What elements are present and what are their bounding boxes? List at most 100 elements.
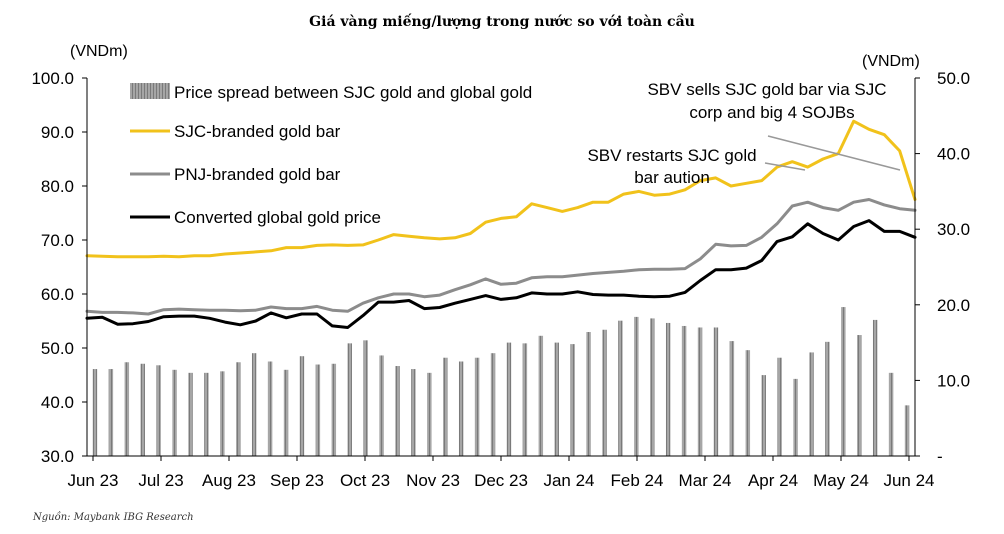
x-tick-label: May 24	[813, 471, 869, 490]
spread-bar	[554, 342, 559, 456]
spread-bar	[713, 327, 719, 456]
x-tick-label: Sep 23	[270, 471, 324, 490]
right-tick-label: 20.0	[937, 296, 970, 315]
spread-bar	[618, 320, 623, 456]
spread-bar	[427, 372, 432, 456]
spread-bar	[124, 362, 130, 456]
spread-bars	[92, 307, 910, 456]
annotation-sbv-sells-line2: corp and big 4 SOJBs	[689, 103, 854, 122]
right-axis-ticks: 50.0 40.0 30.0 20.0 10.0 -	[915, 69, 970, 466]
spread-bar	[697, 327, 703, 456]
annotation-arrow-sbv-restarts	[764, 162, 806, 171]
spread-bar	[761, 375, 766, 456]
spread-bar	[172, 369, 177, 456]
spread-bar	[857, 335, 862, 456]
chart-title: Giá vàng miếng/lượng trong nước so với t…	[309, 12, 695, 30]
spread-bar	[220, 371, 225, 456]
spread-bar	[267, 361, 273, 456]
spread-bar	[236, 362, 241, 456]
spread-bar	[474, 357, 480, 456]
spread-bar	[809, 352, 814, 456]
spread-bar	[634, 316, 639, 456]
spread-bar	[745, 350, 751, 456]
spread-bar	[665, 322, 671, 456]
spread-bar	[904, 405, 910, 456]
spread-bar	[888, 372, 894, 456]
legend-swatch-spread	[130, 83, 170, 99]
legend: Price spread between SJC gold and global…	[130, 83, 532, 227]
series-line-global	[85, 219, 917, 329]
legend-label-global: Converted global gold price	[174, 208, 381, 227]
right-tick-label: 50.0	[937, 69, 970, 88]
x-axis-ticks: Jun 23 Jul 23 Aug 23 Sep 23 Oct 23 Nov 23 Dec …	[67, 456, 935, 490]
legend-label-pnj: PNJ-branded gold bar	[174, 165, 341, 184]
spread-bar	[395, 366, 400, 456]
x-tick-label: Feb 24	[611, 471, 664, 490]
left-tick-label: 50.0	[41, 339, 74, 358]
spread-bar	[650, 318, 655, 456]
x-tick-label: Jun 23	[67, 471, 118, 490]
right-tick-label: -	[937, 447, 943, 466]
spread-bar	[586, 332, 591, 456]
series-line-pnj	[85, 198, 917, 316]
spread-bar	[315, 364, 321, 456]
spread-bar	[825, 341, 830, 456]
right-tick-label: 10.0	[937, 371, 970, 390]
right-axis-unit: (VNDm)	[862, 53, 920, 70]
x-tick-label: Aug 23	[202, 471, 256, 490]
left-tick-label: 80.0	[41, 177, 74, 196]
spread-bar	[331, 363, 337, 456]
spread-bar	[570, 344, 575, 456]
spread-bar	[108, 369, 114, 456]
spread-bar	[411, 369, 416, 456]
x-tick-label: Dec 23	[474, 471, 528, 490]
spread-bar	[538, 335, 544, 456]
spread-bar	[841, 307, 846, 456]
spread-bar	[458, 361, 464, 456]
x-tick-label: Jan 24	[543, 471, 594, 490]
right-tick-label: 30.0	[937, 220, 970, 239]
annotation-sbv-restarts-line2: bar aution	[634, 168, 710, 187]
x-tick-label: Mar 24	[679, 471, 732, 490]
spread-bar	[490, 353, 496, 456]
spread-bar	[140, 363, 145, 456]
spread-bar	[251, 353, 257, 456]
spread-bar	[729, 341, 735, 456]
source-note: Nguồn: Maybank IBG Research	[32, 512, 194, 523]
left-tick-label: 100.0	[31, 69, 74, 88]
spread-bar	[506, 342, 512, 456]
spread-bar	[443, 357, 448, 456]
x-tick-label: Oct 23	[340, 471, 390, 490]
spread-bar	[188, 372, 193, 456]
left-tick-label: 90.0	[41, 123, 74, 142]
spread-bar	[379, 355, 384, 456]
left-axis-unit: (VNDm)	[70, 43, 128, 60]
left-tick-label: 40.0	[41, 393, 74, 412]
spread-bar	[204, 372, 209, 456]
annotation-arrow-sbv-sells	[767, 135, 901, 171]
spread-bar	[793, 378, 798, 456]
spread-bar	[156, 365, 161, 456]
spread-bar	[283, 369, 289, 456]
spread-bar	[681, 325, 687, 456]
left-tick-label: 60.0	[41, 285, 74, 304]
x-tick-label: Nov 23	[406, 471, 460, 490]
spread-bar	[522, 343, 528, 456]
series-line-sjc	[85, 119, 917, 259]
x-tick-label: Apr 24	[748, 471, 798, 490]
annotation-sbv-restarts-line1: SBV restarts SJC gold	[587, 146, 756, 165]
spread-bar	[92, 369, 98, 456]
price-lines	[85, 119, 917, 329]
spread-bar	[602, 329, 607, 456]
legend-label-sjc: SJC-branded gold bar	[174, 122, 341, 141]
annotations: SBV sells SJC gold bar via SJC corp and …	[587, 80, 901, 187]
right-tick-label: 40.0	[937, 145, 970, 164]
spread-bar	[347, 343, 352, 456]
legend-label-spread: Price spread between SJC gold and global…	[174, 83, 532, 102]
x-tick-label: Jun 24	[883, 471, 934, 490]
left-tick-label: 70.0	[41, 231, 74, 250]
left-tick-label: 30.0	[41, 447, 74, 466]
x-tick-label: Jul 23	[138, 471, 183, 490]
left-axis-ticks: 100.0 90.0 80.0 70.0 60.0 50.0 40.0 30.0	[31, 69, 87, 466]
